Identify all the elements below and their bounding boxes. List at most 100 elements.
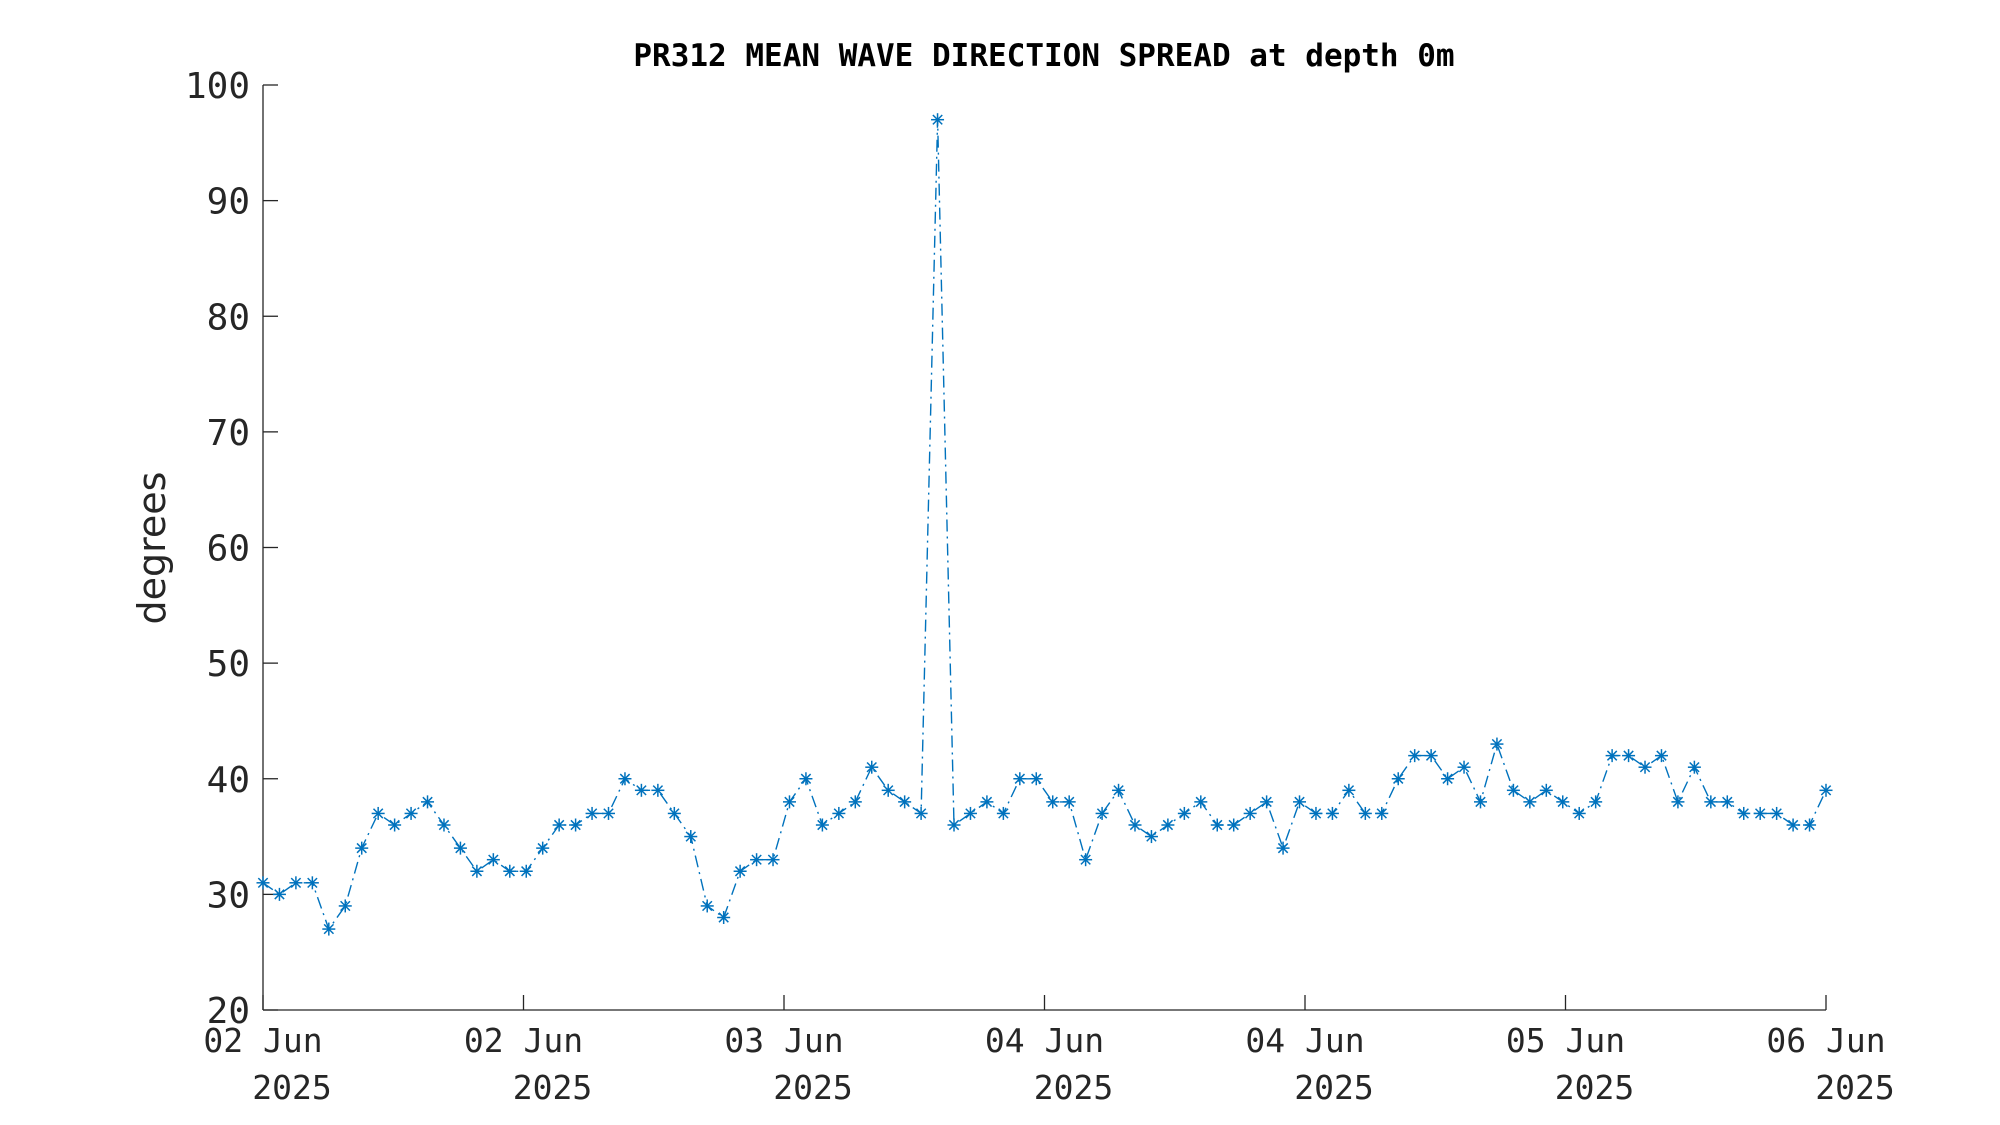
data-point — [1161, 818, 1175, 832]
axes: 20 30 40 50 60 70 80 90 100 02 Jun 2025 02 Jun 2025 0… — [185, 66, 1895, 1107]
data-point — [1638, 760, 1652, 774]
data-point — [256, 876, 270, 890]
data-point — [1046, 795, 1060, 809]
data-point — [1210, 818, 1224, 832]
data-point — [1539, 783, 1553, 797]
data-point — [1227, 818, 1241, 832]
y-tick-label: 70 — [207, 413, 250, 454]
data-point — [1671, 795, 1685, 809]
chart-title: PR312 MEAN WAVE DIRECTION SPREAD at dept… — [633, 38, 1454, 74]
data-point — [996, 806, 1010, 820]
data-point — [1408, 749, 1422, 763]
data-point — [717, 911, 731, 924]
data-point — [289, 876, 303, 890]
x-tick-label-year: 2025 — [1555, 1068, 1634, 1107]
data-point — [799, 772, 813, 786]
data-point — [651, 783, 665, 797]
data-point — [733, 864, 747, 878]
data-point — [1342, 783, 1356, 797]
data-point — [1358, 806, 1372, 820]
data-point — [1589, 795, 1603, 809]
data-point — [1506, 783, 1520, 797]
data-point — [1803, 818, 1817, 832]
data-point — [1457, 760, 1471, 774]
data-point — [848, 795, 862, 809]
data-point — [421, 795, 435, 809]
data-point — [1095, 806, 1109, 820]
data-point — [1556, 795, 1570, 809]
data-point — [1605, 749, 1619, 763]
x-tick-label-date: 04 Jun — [985, 1021, 1104, 1060]
data-point — [486, 853, 500, 867]
data-point — [305, 876, 319, 890]
data-point — [832, 806, 846, 820]
data-point — [947, 818, 961, 832]
data-point — [1391, 772, 1405, 786]
data-point — [1029, 772, 1043, 786]
data-point — [1276, 841, 1290, 855]
data-point — [1737, 806, 1751, 820]
data-point — [1013, 772, 1027, 786]
data-point — [1194, 795, 1208, 809]
data-point — [322, 922, 336, 936]
y-tick-label: 80 — [207, 297, 250, 338]
data-point — [1128, 818, 1142, 832]
data-point — [618, 772, 632, 786]
data-point — [1424, 749, 1438, 763]
data-point — [371, 806, 385, 820]
data-point — [980, 795, 994, 809]
data-point — [1375, 806, 1389, 820]
data-point — [1753, 806, 1767, 820]
data-point — [667, 806, 681, 820]
data-point — [552, 818, 566, 832]
data-point — [1490, 737, 1504, 751]
data-point — [898, 795, 912, 809]
data-point — [1786, 818, 1800, 832]
series-line — [262, 119, 1827, 931]
data-point — [1062, 795, 1076, 809]
data-point — [1523, 795, 1537, 809]
data-point — [684, 830, 698, 844]
data-point — [1819, 783, 1833, 797]
data-point — [931, 113, 945, 127]
y-tick-label: 100 — [185, 66, 250, 107]
x-tick-label-date: 04 Jun — [1245, 1021, 1364, 1060]
data-point — [338, 899, 352, 913]
x-tick-label-year: 2025 — [1294, 1068, 1373, 1107]
data-point — [536, 841, 550, 855]
data-point — [1720, 795, 1734, 809]
data-point — [1325, 806, 1339, 820]
y-tick-label: 40 — [207, 760, 250, 801]
data-point — [881, 783, 895, 797]
x-tick-label-year: 2025 — [1034, 1068, 1113, 1107]
data-point — [963, 806, 977, 820]
data-point — [782, 795, 796, 809]
data-point — [634, 783, 648, 797]
data-point — [272, 887, 286, 901]
data-point — [1654, 749, 1668, 763]
x-tick-label-year: 2025 — [773, 1068, 852, 1107]
data-point — [585, 806, 599, 820]
data-point — [453, 841, 467, 855]
x-tick-label-year: 2025 — [252, 1068, 331, 1107]
data-point — [1177, 806, 1191, 820]
data-point — [470, 864, 484, 878]
data-point — [503, 864, 517, 878]
data-point — [1309, 806, 1323, 820]
data-point — [437, 818, 451, 832]
data-point — [1622, 749, 1636, 763]
data-point — [355, 841, 369, 855]
data-point — [815, 818, 829, 832]
y-axis-label: degrees — [130, 472, 174, 625]
data-point — [1260, 795, 1274, 809]
data-point — [569, 818, 583, 832]
x-tick-label-date: 05 Jun — [1506, 1021, 1625, 1060]
data-point — [766, 853, 780, 867]
data-point — [1572, 806, 1586, 820]
data-point — [388, 818, 402, 832]
data-point — [914, 806, 928, 820]
data-point — [1079, 853, 1093, 867]
x-tick-label-date: 03 Jun — [724, 1021, 843, 1060]
data-point — [1144, 830, 1158, 844]
data-point — [750, 853, 764, 867]
